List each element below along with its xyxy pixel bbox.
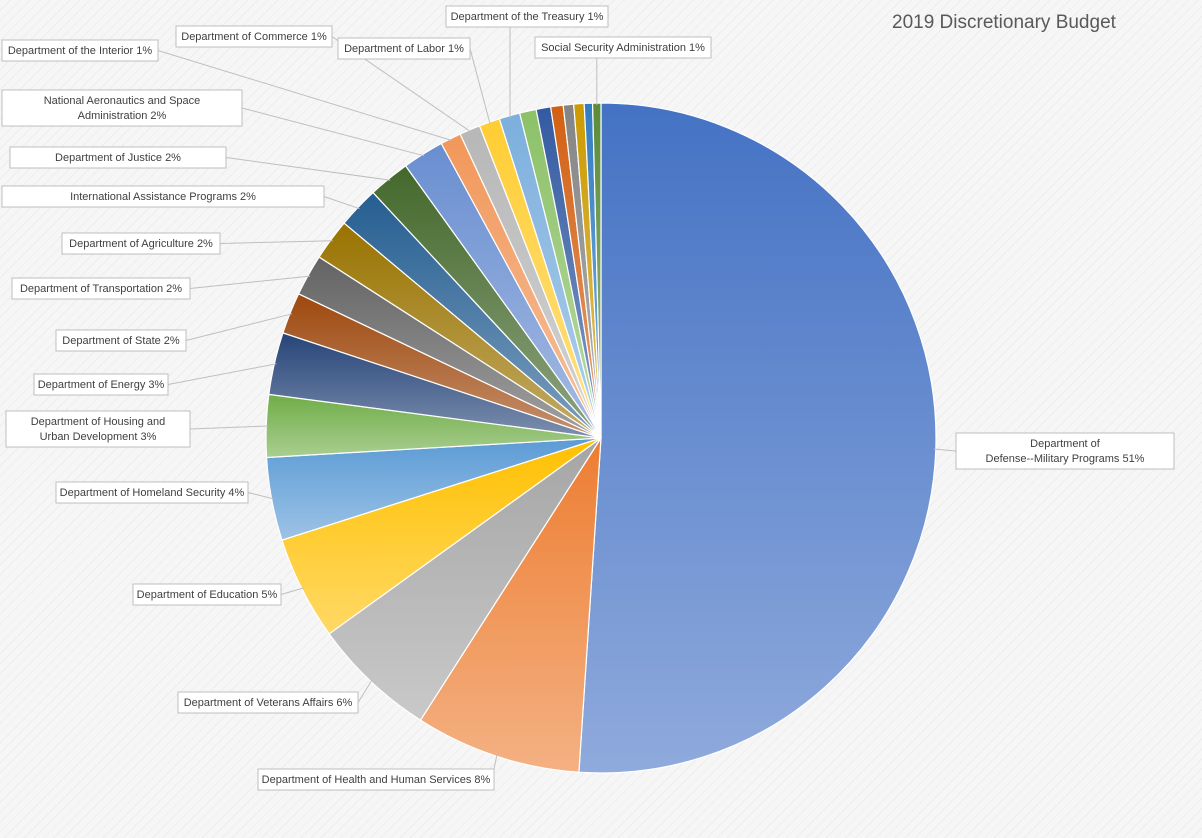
svg-text:Department of Homeland Securit: Department of Homeland Security 4% — [60, 487, 245, 499]
leader-line-international-assistance-programs — [323, 196, 360, 210]
leader-line-department-of-labor — [469, 48, 491, 125]
leader-line-department-of-defense-military-programs — [933, 448, 957, 452]
data-label-department-of-defense-military-programs: Department of Defense--Military Programs … — [955, 432, 1175, 470]
leader-line-department-of-agriculture — [219, 240, 333, 244]
data-label-national-aeronautics-and-space-administration: National Aeronautics and Space Administra… — [1, 89, 243, 127]
data-label-department-of-homeland-security: Department of Homeland Security 4% — [55, 481, 249, 504]
svg-text:Department of Labor 1%: Department of Labor 1% — [344, 43, 464, 55]
data-label-department-of-commerce: Department of Commerce 1% — [175, 25, 333, 48]
leader-line-department-of-energy — [167, 363, 277, 385]
svg-text:Department of Health and Human: Department of Health and Human Services … — [262, 774, 491, 786]
leader-line-department-of-state — [185, 313, 293, 341]
data-label-department-of-veterans-affairs: Department of Veterans Affairs 6% — [177, 691, 359, 714]
data-label-international-assistance-programs: International Assistance Programs 2% — [1, 185, 325, 208]
leader-line-department-of-justice — [225, 157, 391, 181]
data-label-department-of-agriculture: Department of Agriculture 2% — [61, 232, 221, 255]
labels-layer: Department of Defense--Military Programs … — [1, 5, 1175, 791]
svg-text:Department of Transportation 2: Department of Transportation 2% — [20, 283, 182, 295]
chart-title: 2019 Discretionary Budget — [892, 12, 1116, 33]
svg-text:Department of Commerce 1%: Department of Commerce 1% — [181, 31, 327, 43]
data-label-department-of-health-and-human-services: Department of Health and Human Services … — [257, 768, 495, 791]
data-label-department-of-transportation: Department of Transportation 2% — [11, 277, 191, 300]
svg-text:Department of Energy 3%: Department of Energy 3% — [38, 379, 165, 391]
leader-line-department-of-veterans-affairs — [357, 679, 373, 703]
leader-line-department-of-transportation — [189, 275, 311, 289]
svg-text:Department of Veterans Affairs: Department of Veterans Affairs 6% — [184, 697, 353, 709]
data-label-department-of-energy: Department of Energy 3% — [33, 373, 169, 396]
leader-line-department-of-homeland-security — [247, 492, 274, 500]
data-label-department-of-education: Department of Education 5% — [132, 583, 282, 606]
leader-line-national-aeronautics-and-space-administration — [241, 107, 425, 157]
data-label-department-of-labor: Department of Labor 1% — [337, 37, 471, 60]
svg-text:Department of Agriculture 2%: Department of Agriculture 2% — [69, 238, 213, 250]
data-label-social-security-administration: Social Security Administration 1% — [534, 36, 712, 59]
data-label-department-of-justice: Department of Justice 2% — [9, 146, 227, 169]
svg-text:Department of State 2%: Department of State 2% — [62, 335, 180, 347]
svg-text:Department of the Treasury 1%: Department of the Treasury 1% — [451, 11, 604, 23]
slices-layer — [265, 102, 937, 774]
leader-line-department-of-health-and-human-services — [493, 754, 498, 770]
svg-text:Department of Justice 2%: Department of Justice 2% — [55, 152, 181, 164]
svg-text:Social Security Administration: Social Security Administration 1% — [541, 42, 705, 54]
leader-line-department-of-education — [280, 587, 304, 595]
leader-line-department-of-the-interior — [157, 50, 452, 141]
data-label-department-of-the-interior: Department of the Interior 1% — [1, 39, 159, 62]
svg-text:International Assistance Progr: International Assistance Programs 2% — [70, 191, 256, 203]
data-label-department-of-state: Department of State 2% — [55, 329, 187, 352]
svg-text:Department of the Interior 1%: Department of the Interior 1% — [8, 45, 153, 57]
data-label-department-of-the-treasury: Department of the Treasury 1% — [445, 5, 609, 28]
leader-line-department-of-housing-and-urban-development — [189, 425, 269, 430]
svg-text:National Aeronautics and Space: National Aeronautics and Space Administra… — [44, 95, 201, 122]
svg-text:Department of Education 5%: Department of Education 5% — [137, 589, 278, 601]
data-label-department-of-housing-and-urban-development: Department of Housing and Urban Developme… — [5, 410, 191, 448]
pie-slice-department-of-defense-military-programs[interactable] — [578, 102, 937, 774]
